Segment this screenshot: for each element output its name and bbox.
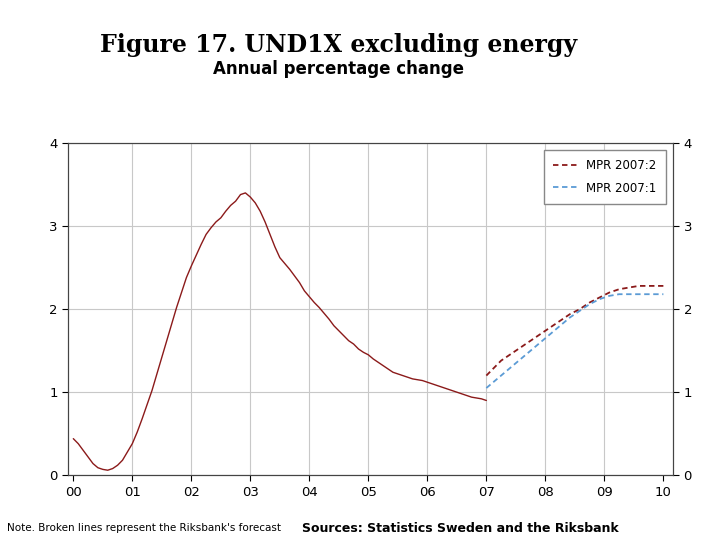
Text: Annual percentage change: Annual percentage change: [213, 60, 464, 78]
Text: ⚙: ⚙: [655, 30, 673, 49]
Text: Figure 17. UND1X excluding energy: Figure 17. UND1X excluding energy: [100, 33, 577, 57]
Text: SVERIGES
RIKSBANK: SVERIGES RIKSBANK: [646, 68, 683, 79]
Legend: MPR 2007:2, MPR 2007:1: MPR 2007:2, MPR 2007:1: [544, 150, 666, 204]
Text: Note. Broken lines represent the Riksbank's forecast: Note. Broken lines represent the Riksban…: [7, 523, 282, 533]
Text: Sources: Statistics Sweden and the Riksbank: Sources: Statistics Sweden and the Riksb…: [302, 522, 619, 535]
